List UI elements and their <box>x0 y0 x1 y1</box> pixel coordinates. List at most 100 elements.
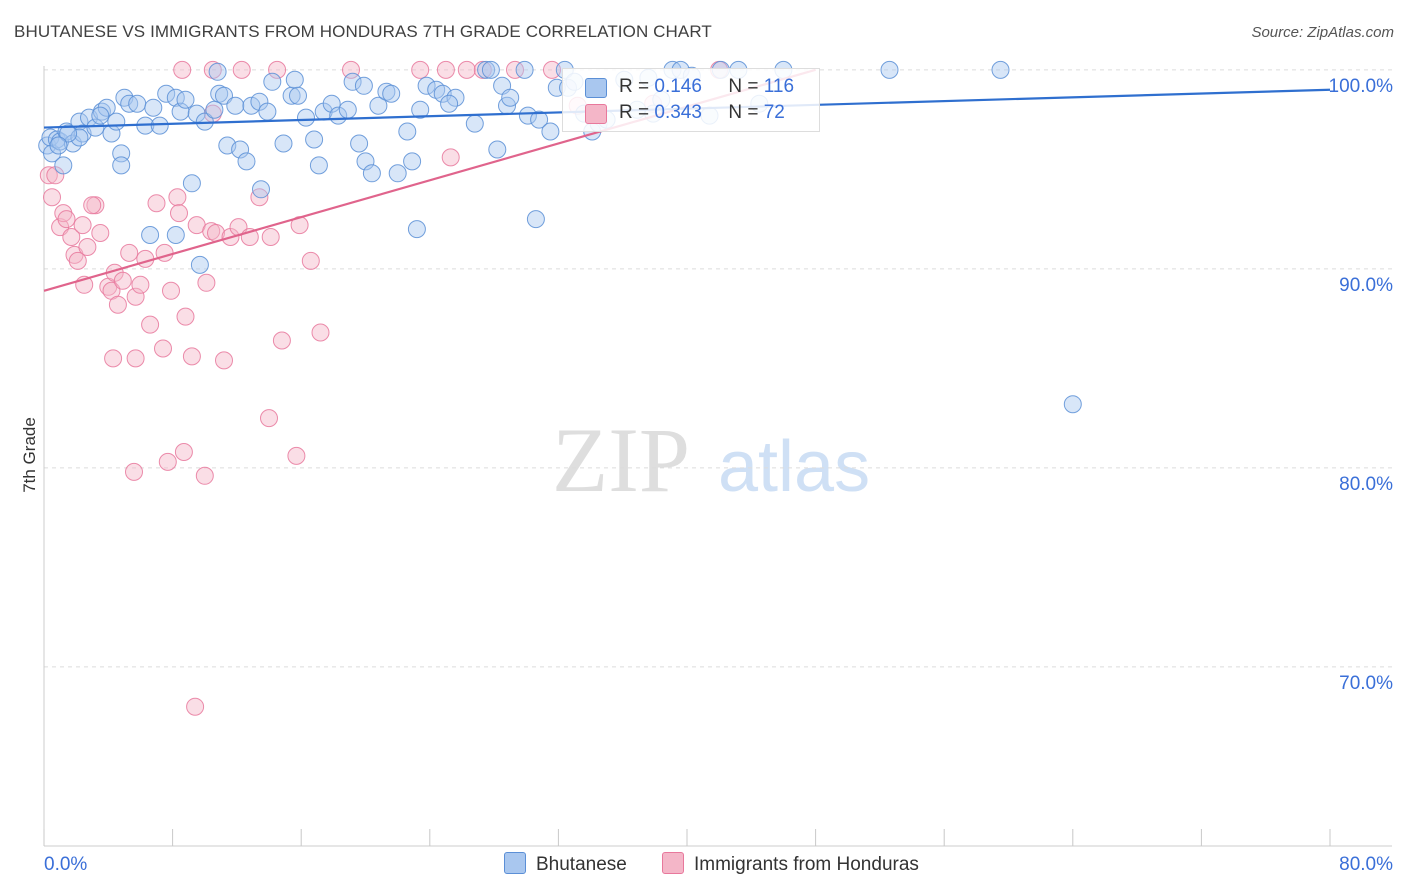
r-label: R = <box>619 102 650 123</box>
bhutanese-point <box>362 164 381 183</box>
bhutanese-point <box>237 152 256 171</box>
n-value: 72 <box>763 102 785 123</box>
r-label: R = <box>619 76 650 97</box>
r-value: 0.343 <box>654 102 702 123</box>
honduras-point <box>195 466 214 485</box>
honduras-point <box>113 271 132 290</box>
honduras-point <box>411 60 430 79</box>
honduras-point <box>436 60 455 79</box>
honduras-point <box>215 351 233 370</box>
bhutanese-point <box>70 128 89 147</box>
axes <box>43 66 1392 847</box>
bhutanese-legend-swatch <box>504 852 526 874</box>
honduras-point <box>457 60 476 79</box>
bhutanese-point <box>176 90 195 109</box>
bhutanese-point <box>338 100 357 119</box>
bhutanese-point <box>880 60 899 79</box>
bhutanese-point <box>150 116 169 135</box>
bhutanese-point <box>215 86 233 105</box>
x-tick-label-min: 0.0% <box>44 854 87 875</box>
bhutanese-swatch <box>585 78 607 98</box>
honduras-point <box>261 228 280 246</box>
bhutanese-point <box>1063 395 1082 414</box>
honduras-point <box>78 238 97 256</box>
honduras-point <box>131 275 150 294</box>
honduras-point <box>104 349 123 368</box>
n-value: 116 <box>763 76 795 97</box>
legend-item-bhutanese[interactable]: Bhutanese <box>504 852 627 876</box>
honduras-point <box>141 315 160 334</box>
honduras-point <box>108 295 127 314</box>
bhutanese-point <box>991 60 1010 79</box>
watermark-zip: ZIP <box>552 409 690 511</box>
r-value: 0.146 <box>654 76 702 97</box>
honduras-point <box>65 245 84 264</box>
honduras-point <box>176 307 195 326</box>
honduras-point <box>170 204 188 223</box>
bhutanese-point <box>369 96 388 115</box>
legend-label-bhutanese: Bhutanese <box>536 854 627 875</box>
honduras-point <box>182 347 201 366</box>
bhutanese-point <box>411 100 430 119</box>
honduras-swatch <box>585 104 607 124</box>
bhutanese-point <box>208 62 227 81</box>
y-tick-label: 80.0% <box>1339 474 1393 495</box>
honduras-point <box>168 188 187 207</box>
bhutanese-point <box>190 255 209 274</box>
bhutanese-point <box>141 226 160 244</box>
watermark: ZIP atlas <box>552 409 870 511</box>
honduras-point <box>120 243 139 262</box>
honduras-point <box>272 331 291 350</box>
bhutanese-point <box>388 164 407 183</box>
bhutanese-point <box>488 140 507 159</box>
legend-label-honduras: Immigrants from Honduras <box>694 854 919 875</box>
bhutanese-point <box>350 134 369 153</box>
bhutanese-point <box>54 156 73 175</box>
bhutanese-point <box>112 156 131 175</box>
honduras-point <box>260 409 278 428</box>
x-tick-label-max: 80.0% <box>1339 854 1393 875</box>
bhutanese-point <box>274 134 293 153</box>
honduras-point <box>506 60 524 79</box>
bhutanese-point <box>440 94 459 113</box>
bhutanese-point <box>252 180 270 199</box>
honduras-point <box>43 188 61 207</box>
honduras-point <box>126 349 145 368</box>
honduras-point <box>311 323 330 342</box>
bhutanese-point <box>231 140 250 159</box>
honduras-point <box>125 462 143 481</box>
honduras-point <box>197 273 216 292</box>
honduras-point <box>68 251 87 270</box>
bhutanese-point <box>171 102 190 121</box>
watermark-atlas: atlas <box>718 427 870 507</box>
honduras-point <box>158 452 177 471</box>
bhutanese-point <box>226 96 245 115</box>
bhutanese-point <box>343 72 362 91</box>
honduras-point <box>174 443 193 461</box>
bhutanese-point <box>182 174 201 193</box>
y-tick-label: 70.0% <box>1339 673 1393 694</box>
honduras-point <box>39 166 58 185</box>
honduras-point <box>154 339 172 358</box>
bhutanese-point <box>91 106 110 125</box>
axis-labels: 70.0% 80.0% 90.0% 100.0% 0.0% 80.0% 7th Grade <box>20 76 1393 875</box>
y-tick-label: 100.0% <box>1329 76 1394 97</box>
honduras-point <box>268 60 287 79</box>
bhutanese-point <box>382 84 401 103</box>
honduras-point <box>301 251 320 270</box>
y-axis-title: 7th Grade <box>20 417 39 493</box>
honduras-legend-swatch <box>662 852 684 874</box>
honduras-point <box>287 446 306 465</box>
bhutanese-point <box>289 86 307 105</box>
n-label: N = <box>728 76 759 97</box>
source-label: Source: ZipAtlas.com <box>1251 24 1394 41</box>
legend-item-honduras[interactable]: Immigrants from Honduras <box>662 852 919 876</box>
bhutanese-point <box>354 76 373 95</box>
bhutanese-point <box>407 220 426 239</box>
bhutanese-point <box>530 110 549 129</box>
bhutanese-point <box>526 210 545 229</box>
honduras-point <box>136 249 155 268</box>
bhutanese-point <box>285 70 304 89</box>
bhutanese-point <box>515 60 534 79</box>
bhutanese-point <box>501 88 520 107</box>
